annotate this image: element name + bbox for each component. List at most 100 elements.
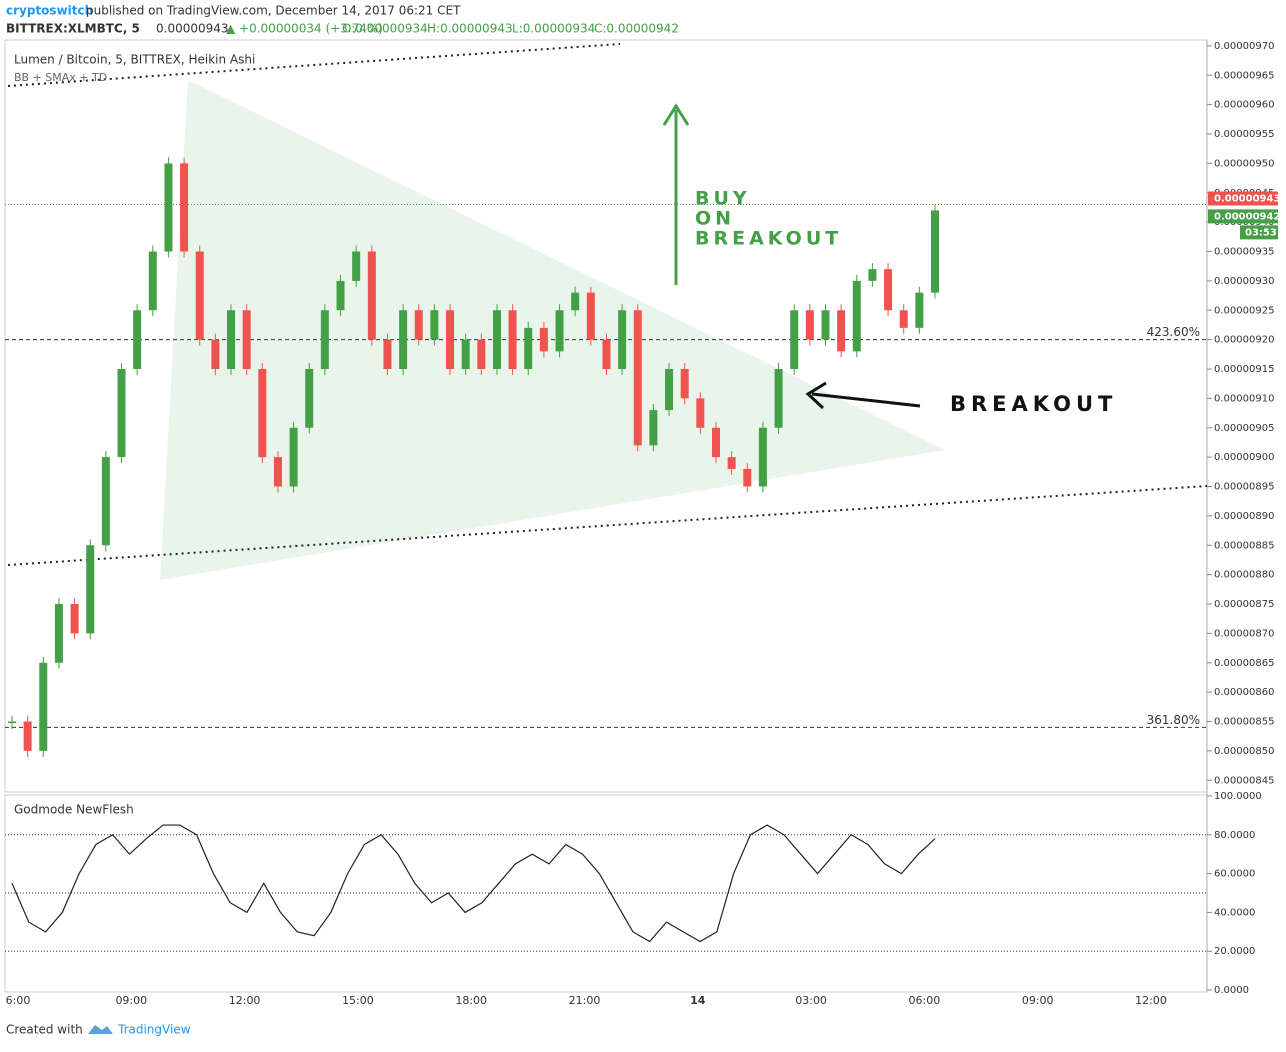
trend-line xyxy=(7,485,1208,566)
y-tick-label: 0.00000930 xyxy=(1214,276,1274,287)
annotation: ON xyxy=(695,208,735,230)
candle xyxy=(399,310,408,369)
candle xyxy=(821,310,830,340)
y-tick-label: 60.0000 xyxy=(1214,869,1255,880)
candle xyxy=(915,292,924,328)
candle xyxy=(868,269,877,281)
candle xyxy=(884,269,893,311)
y-tick-label: 0.00000910 xyxy=(1214,393,1274,404)
candle xyxy=(711,427,720,458)
candle xyxy=(571,292,580,311)
candle xyxy=(492,310,501,369)
candle xyxy=(508,310,517,369)
price-badge xyxy=(1208,209,1278,224)
price-badge-label: 0.00000943 xyxy=(1214,194,1280,205)
y-tick-label: 40.0000 xyxy=(1214,907,1255,918)
y-tick-label: 0.00000855 xyxy=(1214,717,1274,728)
y-tick-label: 100.0000 xyxy=(1214,791,1262,802)
y-tick-label: 0.00000875 xyxy=(1214,599,1274,610)
x-tick-label: 09:00 xyxy=(115,994,147,1007)
candle xyxy=(273,457,282,487)
y-tick-label: 0.00000965 xyxy=(1214,70,1274,81)
candle xyxy=(8,721,16,723)
candle xyxy=(39,662,48,751)
close: C:0.00000942 xyxy=(594,22,679,36)
y-tick-label: 0.00000885 xyxy=(1214,540,1274,551)
x-tick-label: 03:00 xyxy=(795,994,827,1007)
price-badge-label: 0.00000942 xyxy=(1214,211,1280,222)
y-tick-label: 0.00000925 xyxy=(1214,305,1274,316)
y-tick-label: 0.00000915 xyxy=(1214,364,1274,375)
x-tick-label: 09:00 xyxy=(1022,994,1054,1007)
y-tick-label: 0.00000900 xyxy=(1214,452,1274,463)
footer-text: Created with xyxy=(6,1023,83,1037)
y-tick-label: 0.0000 xyxy=(1214,985,1249,996)
logo xyxy=(88,1025,113,1034)
candle xyxy=(195,251,204,340)
candle xyxy=(790,310,799,369)
y-tick-label: 0.00000850 xyxy=(1214,746,1274,757)
arrow-head xyxy=(662,103,690,126)
candle xyxy=(743,468,752,487)
candle xyxy=(117,369,126,458)
candle xyxy=(524,327,533,369)
high: H:0.00000943 xyxy=(427,22,513,36)
price-pane xyxy=(4,39,1208,793)
y-tick-label: 0.00000920 xyxy=(1214,335,1274,346)
candle xyxy=(289,427,298,487)
arrow xyxy=(811,392,921,408)
low: L:0.00000934 xyxy=(512,22,595,36)
candle xyxy=(320,310,329,369)
candle xyxy=(446,310,455,369)
y-tick-label: 0.00000970 xyxy=(1214,41,1274,52)
y-tick-label: 0.00000905 xyxy=(1214,423,1274,434)
candle xyxy=(383,339,392,369)
oscillator-title: Godmode NewFlesh xyxy=(14,803,134,817)
fib-label: 423.60% xyxy=(1147,325,1200,339)
x-tick-label: 15:00 xyxy=(342,994,374,1007)
footer-brand[interactable]: TradingView xyxy=(117,1023,191,1037)
candle xyxy=(680,369,689,399)
candle xyxy=(352,251,361,281)
candle xyxy=(86,545,95,634)
candle xyxy=(367,251,376,340)
candle xyxy=(805,310,814,340)
y-tick-label: 20.0000 xyxy=(1214,946,1255,957)
candle xyxy=(336,280,345,311)
candle xyxy=(899,310,908,328)
countdown-badge xyxy=(1240,225,1278,240)
candle xyxy=(618,310,627,369)
change: ▲ +0.00000034 (+3.74%) xyxy=(226,22,383,36)
candle xyxy=(727,457,736,469)
y-tick-label: 0.00000950 xyxy=(1214,158,1274,169)
trend-line xyxy=(7,43,621,87)
oscillator-line xyxy=(11,824,936,943)
candle xyxy=(70,604,79,634)
y-tick-label: 0.00000955 xyxy=(1214,129,1274,140)
candle xyxy=(430,310,439,340)
y-tick-label: 0.00000960 xyxy=(1214,100,1274,111)
y-tick-label: 0.00000880 xyxy=(1214,570,1274,581)
x-tick-label: 06:00 xyxy=(909,994,941,1007)
candle xyxy=(758,427,767,487)
x-tick-label: 18:00 xyxy=(455,994,487,1007)
candle xyxy=(305,369,314,428)
candle xyxy=(539,327,548,352)
price-badge xyxy=(1208,191,1278,206)
candle xyxy=(211,339,220,369)
candle xyxy=(602,339,611,369)
candle xyxy=(148,251,157,311)
open: O:0.00000934 xyxy=(342,22,428,36)
author[interactable]: cryptoswitch xyxy=(6,4,93,18)
candle xyxy=(101,457,110,546)
candle xyxy=(852,280,861,352)
candle xyxy=(54,604,63,663)
y-tick-label: 0.00000870 xyxy=(1214,628,1274,639)
candle xyxy=(258,369,267,458)
countdown: 03:53 xyxy=(1245,227,1277,238)
last: 0.00000943 xyxy=(156,22,229,36)
candle xyxy=(696,398,705,428)
y-tick-label: 0.00000845 xyxy=(1214,775,1274,786)
candle xyxy=(461,339,470,369)
